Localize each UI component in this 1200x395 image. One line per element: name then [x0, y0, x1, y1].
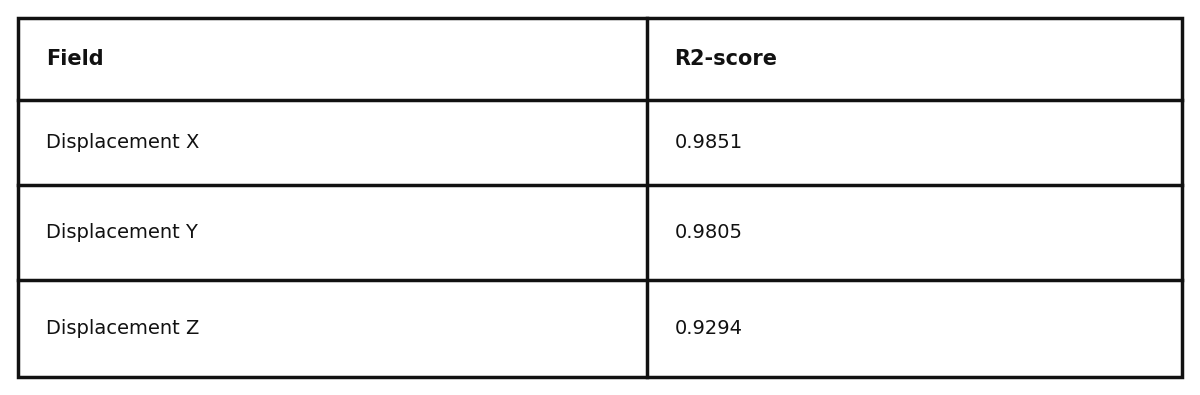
Text: Displacement Y: Displacement Y — [46, 223, 198, 242]
Text: Displacement Z: Displacement Z — [46, 319, 199, 338]
Text: R2-score: R2-score — [674, 49, 778, 69]
Text: 0.9805: 0.9805 — [674, 223, 743, 242]
Text: 0.9294: 0.9294 — [674, 319, 743, 338]
Text: Displacement X: Displacement X — [46, 133, 199, 152]
Text: Field: Field — [46, 49, 103, 69]
Text: 0.9851: 0.9851 — [674, 133, 743, 152]
